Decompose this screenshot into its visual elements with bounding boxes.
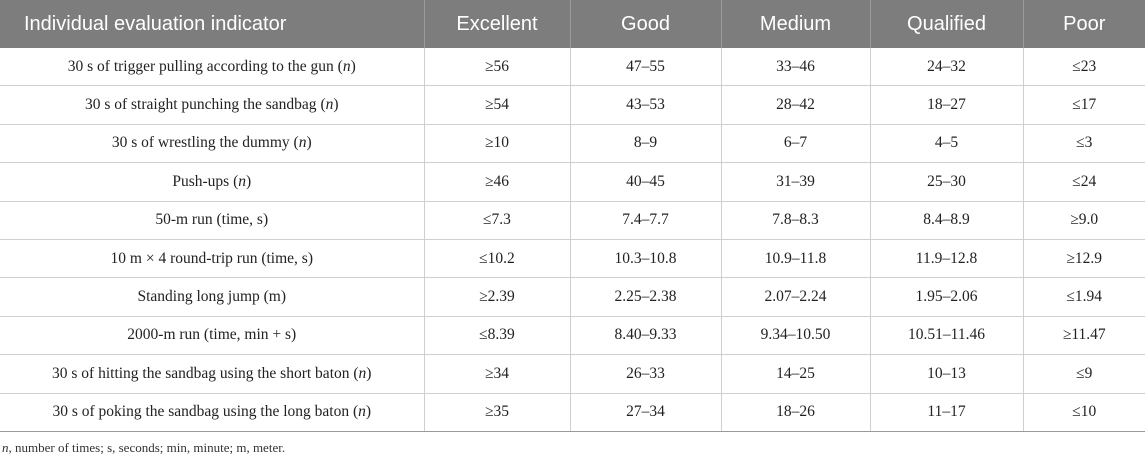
indicator-label: 50-m run (time, s) [155,211,269,229]
indicator-cell: 30 s of straight punching the sandbag (n… [0,85,425,125]
value-cell-medium: 2.07–2.24 [721,277,871,317]
header-good: Good [570,0,722,48]
value-cell-poor: ≤24 [1023,162,1145,202]
value-cell-good: 8–9 [570,124,722,164]
value-cell-qualified: 8.4–8.9 [870,201,1024,240]
value-cell-medium: 33–46 [721,48,871,87]
indicator-label: 30 s of wrestling the dummy [111,134,290,152]
table-row: 10 m × 4 round-trip run (time, s) ≤10.2 10… [0,239,1145,279]
value-cell-good: 27–34 [570,393,722,432]
value-cell-qualified: 18–27 [870,85,1024,125]
value-cell-excellent: ≥56 [424,48,571,87]
value-cell-excellent: ≥34 [424,354,571,394]
indicator-label: 30 s of trigger pulling according to the… [67,57,334,75]
value-cell-good: 26–33 [570,354,722,394]
value-cell-qualified: 10.51–11.46 [870,316,1024,356]
indicator-label: Push-ups [172,172,230,190]
table-row: 50-m run (time, s) ≤7.3 7.4–7.7 7.8–8.3 8.4–… [0,201,1145,240]
indicator-label: 2000-m run (time, min + s) [127,326,297,344]
value-cell-medium: 14–25 [721,354,871,394]
value-cell-medium: 7.8–8.3 [721,201,871,240]
value-cell-medium: 28–42 [721,85,871,125]
indicator-unit: n [342,57,351,75]
table-body: 30 s of trigger pulling according to the… [0,48,1145,432]
header-excellent: Excellent [424,0,571,48]
value-cell-poor: ≤23 [1023,48,1145,87]
table-row: 30 s of poking the sandbag using the lon… [0,393,1145,432]
value-cell-poor: ≤17 [1023,85,1145,125]
value-cell-excellent: ≤10.2 [424,239,571,279]
value-cell-good: 43–53 [570,85,722,125]
value-cell-excellent: ≥10 [424,124,571,164]
value-cell-qualified: 25–30 [870,162,1024,202]
value-cell-medium: 31–39 [721,162,871,202]
indicator-label: 30 s of straight punching the sandbag [84,96,317,114]
evaluation-table: Individual evaluation indicator Excellen… [0,0,1145,432]
indicator-cell: Push-ups (n) [0,162,425,202]
table-header: Individual evaluation indicator Excellen… [0,0,1145,48]
value-cell-excellent: ≥2.39 [424,277,571,317]
indicator-cell: 30 s of trigger pulling according to the… [0,48,425,87]
value-cell-excellent: ≥35 [424,393,571,432]
value-cell-medium: 18–26 [721,393,871,432]
value-cell-qualified: 24–32 [870,48,1024,87]
value-cell-poor: ≤10 [1023,393,1145,432]
indicator-cell: Standing long jump (m) [0,277,425,317]
table-row: Push-ups (n) ≥46 40–45 31–39 25–30 ≤24 [0,162,1145,202]
table-footnote: n, number of times; s, seconds; min, min… [2,440,285,456]
table-row: 30 s of hitting the sandbag using the sh… [0,354,1145,394]
table-row: 30 s of wrestling the dummy (n) ≥10 8–9 6–7… [0,124,1145,164]
value-cell-good: 2.25–2.38 [570,277,722,317]
indicator-label: 10 m × 4 round-trip run (time, s) [110,249,313,267]
value-cell-poor: ≤9 [1023,354,1145,394]
header-row: Individual evaluation indicator Excellen… [0,0,1145,48]
indicator-unit: n [238,172,246,190]
value-cell-poor: ≥9.0 [1023,201,1145,240]
footnote-text: , number of times; s, seconds; min, minu… [8,440,286,455]
footnote-symbol: n [2,440,9,455]
table-row: 30 s of straight punching the sandbag (n… [0,85,1145,125]
indicator-label: Standing long jump (m) [137,288,287,306]
value-cell-qualified: 10–13 [870,354,1024,394]
indicator-unit: n [358,403,366,421]
table-row: Standing long jump (m) ≥2.39 2.25–2.38 2.07… [0,277,1145,317]
value-cell-excellent: ≥46 [424,162,571,202]
header-indicator: Individual evaluation indicator [0,0,425,48]
value-cell-excellent: ≥54 [424,85,571,125]
indicator-cell: 30 s of wrestling the dummy (n) [0,124,425,164]
value-cell-good: 47–55 [570,48,722,87]
value-cell-medium: 6–7 [721,124,871,164]
indicator-label: 30 s of hitting the sandbag using the sh… [52,364,350,382]
value-cell-medium: 10.9–11.8 [721,239,871,279]
value-cell-medium: 9.34–10.50 [721,316,871,356]
indicator-unit: n [298,134,307,152]
value-cell-qualified: 11–17 [870,393,1024,432]
indicator-label: 30 s of poking the sandbag using the lon… [52,403,350,421]
indicator-cell: 30 s of hitting the sandbag using the sh… [0,354,425,394]
indicator-cell: 30 s of poking the sandbag using the lon… [0,393,425,432]
value-cell-poor: ≥12.9 [1023,239,1145,279]
value-cell-poor: ≥11.47 [1023,316,1145,356]
indicator-cell: 10 m × 4 round-trip run (time, s) [0,239,425,279]
value-cell-good: 7.4–7.7 [570,201,722,240]
value-cell-good: 8.40–9.33 [570,316,722,356]
value-cell-excellent: ≤8.39 [424,316,571,356]
value-cell-good: 10.3–10.8 [570,239,722,279]
indicator-cell: 2000-m run (time, min + s) [0,316,425,356]
value-cell-qualified: 1.95–2.06 [870,277,1024,317]
value-cell-qualified: 4–5 [870,124,1024,164]
header-qualified: Qualified [870,0,1024,48]
value-cell-qualified: 11.9–12.8 [870,239,1024,279]
value-cell-poor: ≤3 [1023,124,1145,164]
header-poor: Poor [1023,0,1145,48]
header-medium: Medium [721,0,871,48]
indicator-unit: n [325,96,334,114]
value-cell-good: 40–45 [570,162,722,202]
table-row: 30 s of trigger pulling according to the… [0,48,1145,87]
indicator-unit: n [358,364,367,382]
indicator-cell: 50-m run (time, s) [0,201,425,240]
value-cell-poor: ≤1.94 [1023,277,1145,317]
value-cell-excellent: ≤7.3 [424,201,571,240]
table-row: 2000-m run (time, min + s) ≤8.39 8.40–9.33… [0,316,1145,356]
